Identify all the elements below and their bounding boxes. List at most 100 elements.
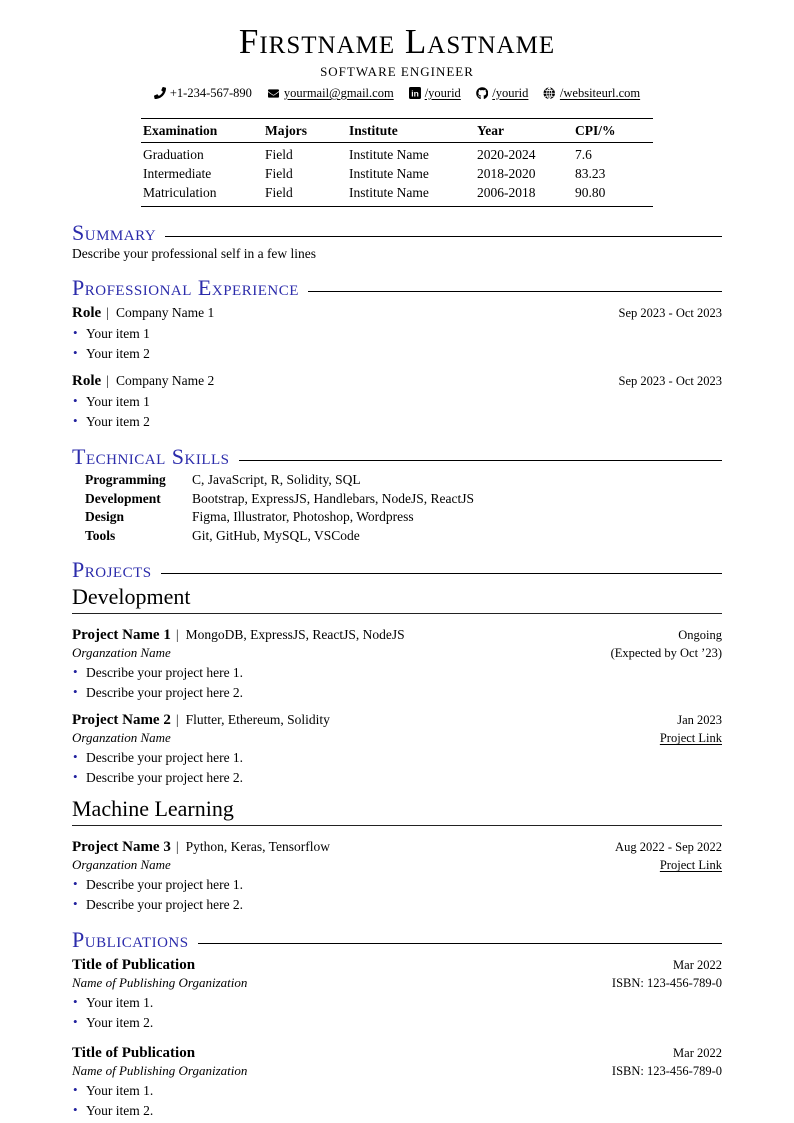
- cell-year: 2018-2020: [477, 165, 536, 181]
- person-name: Firstname Lastname: [238, 22, 556, 61]
- entry-title-line: Role | Company Name 2: [72, 372, 214, 390]
- col-majors: Majors: [263, 118, 347, 143]
- publication-title: Title of Publication: [72, 957, 196, 974]
- publication-title: Title of Publication: [72, 1045, 196, 1062]
- entry-items: Describe your project here 1. Describe y…: [72, 748, 722, 787]
- section-heading: Summary: [72, 221, 722, 244]
- cell-majors: Field: [265, 165, 293, 181]
- phone-number: +1-234-567-890: [169, 85, 252, 100]
- cell-examination: Matriculation: [143, 184, 217, 200]
- project-name: Project Name 1: [72, 627, 171, 644]
- project-entry: Project Name 2 | Flutter, Ethereum, Solidi…: [72, 711, 722, 787]
- heading-rule: [197, 943, 722, 945]
- role-name: Role: [72, 304, 102, 321]
- experience-entry: Role | Company Name 2 Sep 2023 - Oct 2023 …: [72, 372, 722, 431]
- organization-name: Organzation Name: [72, 730, 171, 746]
- linkedin-icon: in: [408, 87, 421, 100]
- entry-header: Role | Company Name 1 Sep 2023 - Oct 2023: [72, 304, 722, 322]
- separator: |: [175, 840, 179, 856]
- list-item: Your item 1: [72, 392, 722, 411]
- section-heading: Professional Experience: [72, 276, 722, 299]
- col-year: Year: [475, 118, 573, 143]
- skill-values: C, JavaScript, R, Solidity, SQL: [192, 471, 361, 487]
- skill-row: Design Figma, Illustrator, Photoshop, Wo…: [85, 509, 722, 525]
- separator: |: [175, 713, 179, 729]
- project-link[interactable]: Project Link: [659, 731, 722, 746]
- project-link[interactable]: Project Link: [659, 858, 722, 873]
- separator: |: [175, 628, 179, 644]
- list-item: Your item 2.: [72, 1013, 722, 1032]
- skill-row: Tools Git, GitHub, MySQL, VSCode: [85, 528, 722, 544]
- email-link[interactable]: yourmail@gmail.com: [283, 85, 394, 100]
- project-name: Project Name 2: [72, 712, 171, 729]
- section-skills: Technical Skills Programming C, JavaScri…: [72, 445, 722, 544]
- section-title: Summary: [72, 219, 157, 245]
- entry-title-line: Project Name 3 | Python, Keras, Tensorflow: [72, 838, 330, 856]
- cell-cpi: 90.80: [575, 184, 606, 200]
- list-item: Describe your project here 2.: [72, 768, 722, 787]
- entry-dates: Sep 2023 - Oct 2023: [618, 373, 722, 388]
- separator: |: [106, 373, 109, 389]
- svg-text:in: in: [411, 89, 419, 99]
- skill-row: Programming C, JavaScript, R, Solidity, …: [85, 472, 722, 488]
- list-item: Your item 1.: [72, 993, 722, 1012]
- company-name: Company Name 1: [115, 304, 215, 320]
- entry-dates: Jan 2023: [677, 713, 722, 728]
- experience-entry: Role | Company Name 1 Sep 2023 - Oct 2023 …: [72, 304, 722, 363]
- entry-header: Title of Publication Mar 2022: [72, 1045, 722, 1062]
- skill-category: Tools: [85, 527, 116, 543]
- list-item: Describe your project here 2.: [72, 683, 722, 702]
- entry-title-line: Project Name 1 | MongoDB, ExpressJS, React…: [72, 626, 405, 644]
- header: Firstname Lastname SOFTWARE ENGINEER +1-…: [72, 22, 722, 101]
- cell-institute: Institute Name: [349, 184, 429, 200]
- publication-entry: Title of Publication Mar 2022 Name of Pu…: [72, 1045, 722, 1120]
- skill-row: Development Bootstrap, ExpressJS, Handle…: [85, 491, 722, 507]
- section-heading: Projects: [72, 558, 722, 581]
- section-title: Projects: [72, 557, 152, 583]
- entry-header: Project Name 2 | Flutter, Ethereum, Solidi…: [72, 711, 722, 729]
- section-heading: Publications: [72, 928, 722, 951]
- section-title: Professional Experience: [72, 274, 299, 300]
- list-item: Your item 1: [72, 324, 722, 343]
- list-item: Describe your project here 2.: [72, 895, 722, 914]
- cell-examination: Graduation: [143, 146, 204, 162]
- section-projects: Projects Development Project Name 1 | Mong…: [72, 558, 722, 914]
- entry-dates: Aug 2022 - Sep 2022: [615, 840, 722, 855]
- cell-examination: Intermediate: [143, 165, 212, 181]
- education-header-row: Examination Majors Institute Year CPI/%: [141, 118, 653, 143]
- project-entry: Project Name 3 | Python, Keras, Tensorflow…: [72, 838, 722, 914]
- section-experience: Professional Experience Role | Company Nam…: [72, 276, 722, 431]
- cell-majors: Field: [265, 146, 293, 162]
- project-tech: Python, Keras, Tensorflow: [185, 839, 330, 855]
- education-table-wrap: Examination Majors Institute Year CPI/% …: [72, 117, 722, 207]
- website-link[interactable]: /websiteurl.com: [559, 85, 641, 100]
- education-row: Matriculation Field Institute Name 2006-…: [141, 183, 653, 206]
- entry-items: Your item 1 Your item 2: [72, 392, 722, 431]
- list-item: Describe your project here 1.: [72, 748, 722, 767]
- education-row: Intermediate Field Institute Name 2018-2…: [141, 164, 653, 183]
- list-item: Describe your project here 1.: [72, 663, 722, 682]
- summary-text: Describe your professional self in a few…: [72, 245, 317, 261]
- subsection-development: Development: [72, 585, 722, 615]
- company-name: Company Name 2: [115, 372, 215, 388]
- entry-header: Project Name 3 | Python, Keras, Tensorflow…: [72, 838, 722, 856]
- github-icon: [475, 87, 489, 100]
- cell-cpi: 83.23: [575, 165, 606, 181]
- project-tech: Flutter, Ethereum, Solidity: [185, 712, 330, 728]
- section-publications: Publications Title of Publication Mar 20…: [72, 928, 722, 1120]
- publisher-name: Name of Publishing Organization: [72, 975, 248, 991]
- github-link[interactable]: /yourid: [492, 85, 529, 100]
- heading-rule: [238, 459, 722, 461]
- publisher-name: Name of Publishing Organization: [72, 1063, 248, 1079]
- contact-phone: +1-234-567-890: [153, 85, 252, 101]
- publication-date: Mar 2022: [673, 1046, 722, 1061]
- cell-cpi: 7.6: [575, 146, 592, 162]
- contact-github: /yourid: [475, 85, 529, 101]
- entry-items: Your item 1. Your item 2.: [72, 1081, 722, 1120]
- contact-email: yourmail@gmail.com: [267, 86, 394, 101]
- skills-table: Programming C, JavaScript, R, Solidity, …: [85, 472, 722, 544]
- subsection-machine-learning: Machine Learning: [72, 797, 722, 827]
- linkedin-link[interactable]: /yourid: [424, 85, 461, 100]
- contact-row: +1-234-567-890 yourmail@gmail.com in /yo…: [72, 86, 722, 101]
